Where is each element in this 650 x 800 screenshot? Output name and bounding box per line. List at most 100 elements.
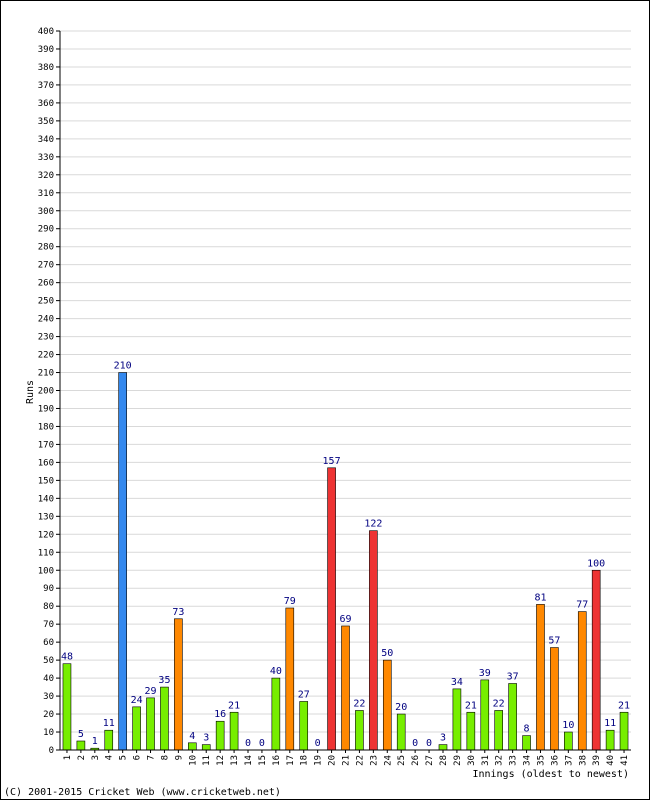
y-tick-label: 210 xyxy=(38,369,54,379)
x-tick-label: 30 xyxy=(467,755,477,766)
x-tick-label: 9 xyxy=(174,755,184,760)
x-tick-label: 33 xyxy=(509,755,519,766)
data-label: 0 xyxy=(426,738,432,749)
bar xyxy=(229,711,239,751)
bar xyxy=(438,744,448,751)
bar xyxy=(146,697,155,751)
x-tick-label: 27 xyxy=(425,755,435,766)
x-tick-label: 24 xyxy=(383,755,393,766)
grid-layer xyxy=(60,30,631,733)
data-label: 122 xyxy=(364,519,382,530)
y-tick-label: 340 xyxy=(38,135,54,145)
bar xyxy=(466,711,476,751)
y-tick-label: 10 xyxy=(43,728,54,738)
y-tick-label: 380 xyxy=(38,63,54,73)
x-tick-label: 5 xyxy=(119,755,129,760)
y-tick-label: 170 xyxy=(38,440,54,450)
y-tick-label: 230 xyxy=(38,333,54,343)
data-label: 35 xyxy=(158,675,170,686)
x-tick-label: 23 xyxy=(369,755,379,766)
x-tick-label: 39 xyxy=(592,755,602,766)
data-label: 24 xyxy=(131,695,143,706)
bar xyxy=(536,604,545,751)
x-tick-label: 3 xyxy=(91,755,101,760)
bar xyxy=(564,731,573,751)
data-label: 48 xyxy=(61,652,73,663)
x-tick-label: 14 xyxy=(244,755,254,766)
data-label: 210 xyxy=(114,361,132,372)
y-tick-label: 290 xyxy=(38,225,54,235)
data-label: 4 xyxy=(189,731,195,742)
x-tick-label: 19 xyxy=(314,755,324,766)
y-tick-label: 260 xyxy=(38,279,54,289)
bar xyxy=(104,729,114,751)
x-tick-label: 38 xyxy=(578,755,588,766)
data-label: 39 xyxy=(479,668,491,679)
x-tick-label: 35 xyxy=(536,755,546,766)
bar-layer xyxy=(62,372,629,751)
bar xyxy=(160,686,169,751)
y-tick-label: 90 xyxy=(43,584,54,594)
x-tick-label: 37 xyxy=(564,755,574,766)
x-tick-label: 20 xyxy=(328,755,338,766)
y-tick-label: 70 xyxy=(43,620,54,630)
y-tick-label: 100 xyxy=(38,566,54,576)
x-tick-label: 22 xyxy=(355,755,365,766)
y-tick-label: 80 xyxy=(43,602,54,612)
y-tick-label: 350 xyxy=(38,117,54,127)
data-label: 29 xyxy=(145,686,157,697)
bar xyxy=(369,530,378,751)
data-label: 0 xyxy=(245,738,251,749)
data-label: 100 xyxy=(587,558,605,569)
x-tick-label: 25 xyxy=(397,755,407,766)
x-tick-label: 28 xyxy=(439,755,449,766)
y-tick-label: 190 xyxy=(38,404,54,414)
y-tick-label: 150 xyxy=(38,476,54,486)
data-label: 3 xyxy=(203,733,209,744)
bar xyxy=(188,742,197,751)
y-tick-label: 140 xyxy=(38,494,54,504)
bar xyxy=(299,701,309,751)
bar xyxy=(382,659,392,751)
data-label: 69 xyxy=(339,614,351,625)
x-tick-label: 10 xyxy=(188,755,198,766)
y-tick-label: 310 xyxy=(38,189,54,199)
x-tick-label: 36 xyxy=(550,755,560,766)
bar xyxy=(577,611,587,751)
bar xyxy=(62,663,72,751)
x-tick-label: 7 xyxy=(147,755,157,760)
data-label: 73 xyxy=(172,607,184,618)
y-tick-label: 30 xyxy=(43,692,54,702)
data-label: 5 xyxy=(78,729,84,740)
data-label: 157 xyxy=(323,456,341,467)
y-tick-label: 320 xyxy=(38,171,54,181)
x-tick-label: 31 xyxy=(481,755,491,766)
data-label: 22 xyxy=(493,698,505,709)
y-tick-label: 220 xyxy=(38,351,54,361)
data-label: 21 xyxy=(228,700,240,711)
data-label: 57 xyxy=(548,636,560,647)
x-tick-label: 34 xyxy=(523,755,533,766)
data-label: 77 xyxy=(576,600,588,611)
x-tick-label: 12 xyxy=(216,755,226,766)
bar xyxy=(215,720,225,751)
bar xyxy=(550,647,559,751)
y-tick-label: 300 xyxy=(38,207,54,217)
y-tick-label: 400 xyxy=(38,27,54,37)
axis-layer: 0102030405060708090100110120130140150160… xyxy=(38,27,631,766)
bar xyxy=(605,729,615,751)
data-label: 79 xyxy=(284,596,296,607)
y-tick-label: 200 xyxy=(38,387,54,397)
bar xyxy=(619,711,629,751)
y-tick-label: 180 xyxy=(38,422,54,432)
x-tick-label: 32 xyxy=(495,755,505,766)
x-tick-label: 4 xyxy=(105,755,115,760)
data-label: 10 xyxy=(562,720,574,731)
data-label: 40 xyxy=(270,666,282,677)
x-tick-label: 29 xyxy=(453,755,463,766)
bar xyxy=(494,710,503,751)
x-tick-label: 1 xyxy=(63,755,73,760)
y-tick-label: 160 xyxy=(38,458,54,468)
data-label: 8 xyxy=(524,724,530,735)
